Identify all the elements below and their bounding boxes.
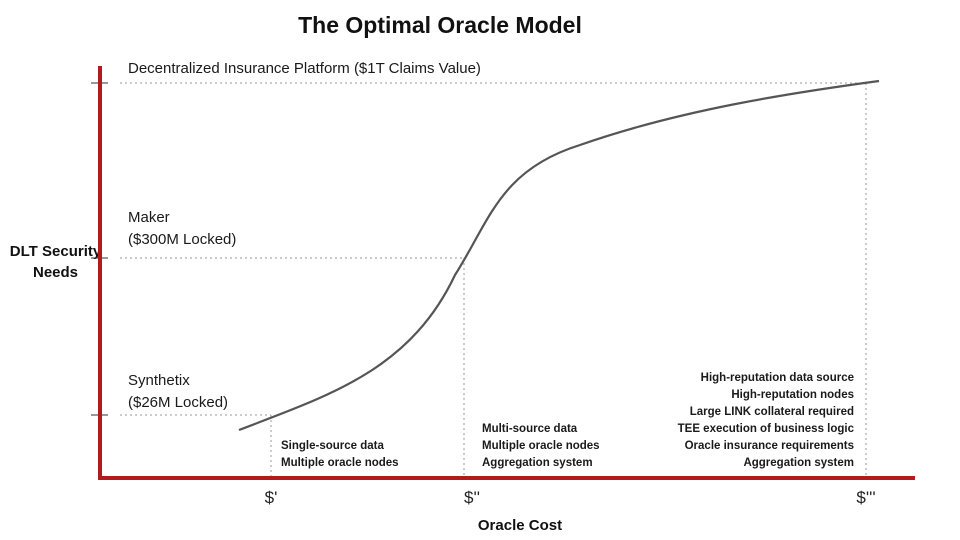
feature-item: Aggregation system — [482, 457, 593, 469]
feature-item: High-reputation nodes — [731, 389, 854, 401]
feature-item: Multi-source data — [482, 423, 578, 435]
feature-item: Oracle insurance requirements — [684, 440, 854, 452]
feature-item: Large LINK collateral required — [689, 406, 854, 418]
level-2-name: Maker — [128, 209, 170, 226]
level-label-synthetix: Synthetix ($26M Locked) — [128, 370, 228, 414]
feature-item: Multiple oracle nodes — [482, 440, 600, 452]
level-2-value: ($300M Locked) — [128, 231, 237, 248]
feature-item: Single-source data — [281, 440, 384, 452]
x-axis-label: Oracle Cost — [477, 517, 563, 534]
feature-item: Multiple oracle nodes — [281, 457, 399, 469]
diagram-title: The Optimal Oracle Model — [298, 12, 582, 38]
feature-list-tier-2: Multi-source data Multiple oracle nodes … — [482, 421, 600, 472]
feature-item: High-reputation data source — [700, 372, 854, 384]
level-3-name: Decentralized Insurance Platform ($1T Cl… — [128, 60, 481, 77]
level-label-maker: Maker ($300M Locked) — [128, 207, 236, 251]
security-cost-curve — [238, 79, 880, 432]
feature-list-tier-3: High-reputation data source High-reputat… — [640, 370, 854, 472]
x-tick-cost-1: $' — [264, 488, 278, 507]
level-label-insurance: Decentralized Insurance Platform ($1T Cl… — [128, 58, 481, 80]
level-1-name: Synthetix — [128, 372, 190, 389]
feature-item: TEE execution of business logic — [677, 423, 854, 435]
x-tick-cost-3: $''' — [856, 488, 876, 507]
feature-list-tier-1: Single-source data Multiple oracle nodes — [281, 438, 399, 472]
level-1-value: ($26M Locked) — [128, 394, 229, 411]
feature-item: Aggregation system — [743, 457, 854, 469]
x-tick-cost-2: $'' — [464, 488, 480, 507]
y-axis-label: DLT Security Needs — [9, 243, 102, 281]
